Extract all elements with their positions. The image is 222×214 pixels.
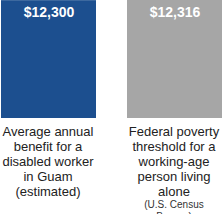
- svg-text:$12,316: $12,316: [150, 4, 201, 20]
- html-text:Average annual benefit for a d: Average annual benefit for a disabled wo…: [2, 124, 94, 199]
- svg-text:$12,300: $12,300: [24, 4, 75, 20]
- html-text:Federal poverty threshold for: Federal poverty threshold for a working-…: [128, 124, 220, 199]
